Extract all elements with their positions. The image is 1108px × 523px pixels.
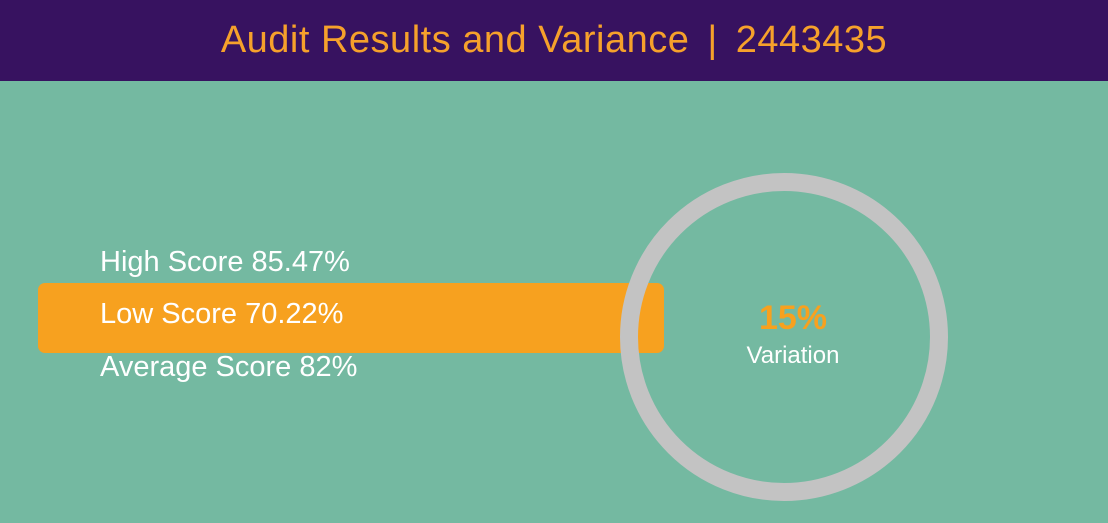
- low-score-row[interactable]: Low Score 70.22%: [100, 298, 344, 330]
- average-score-row[interactable]: Average Score 82%: [100, 351, 358, 383]
- variation-label: Variation: [746, 342, 840, 369]
- high-score-row[interactable]: High Score 85.47%: [100, 246, 350, 278]
- report-title: Audit Results and Variance: [220, 19, 690, 61]
- variation-value: 15%: [758, 299, 828, 337]
- audit-id: 2443435: [735, 19, 888, 61]
- selected-score-highlight: [38, 283, 664, 353]
- title-separator: |: [707, 19, 718, 61]
- page-title: Audit Results and Variance | 2443435: [221, 19, 887, 62]
- header-bar: Audit Results and Variance | 2443435: [0, 0, 1108, 81]
- main-panel: High Score 85.47% Low Score 70.22% Avera…: [0, 81, 1108, 523]
